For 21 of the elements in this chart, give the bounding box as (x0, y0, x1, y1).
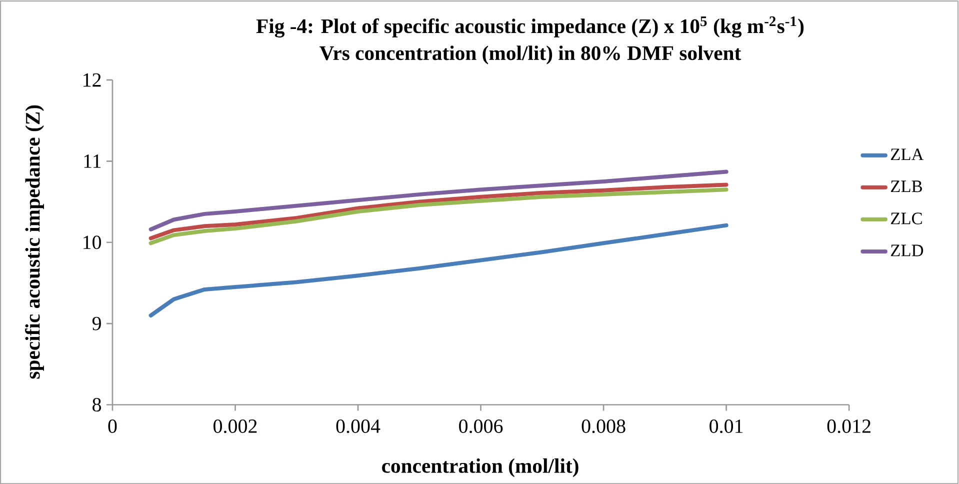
legend-label: ZLD (890, 244, 924, 256)
y-tick-label: 11 (84, 154, 101, 168)
x-tick-label: 0 (108, 419, 117, 433)
line-series (148, 223, 728, 318)
legend-label: ZLC (890, 212, 922, 224)
y-tick-label: 10 (84, 235, 102, 249)
chart-title: Fig -4: Plot of specific acoustic impedance (Z) x 10$^{5}$ (kg m$^{-2}$s$^{-1}$) (256, 16, 804, 38)
x-tick-label: 0.012 (827, 419, 870, 433)
legend-label: ZLA (890, 148, 924, 160)
x-axis-title: concentration (mol/lit) (382, 458, 578, 477)
y-tick-label: 12 (84, 73, 101, 86)
y-tick-label: 8 (92, 398, 102, 412)
x-tick-label: 0.002 (214, 419, 257, 433)
chart-subtitle: Vrs concentration (mol/lit) in 80% DMF solvent (320, 45, 742, 64)
x-tick-label: 0.006 (459, 419, 503, 433)
y-axis-title: specific acoustic impedance (Z) (25, 105, 44, 378)
x-tick-label: 0.004 (336, 419, 380, 433)
y-tick-label: 9 (92, 316, 101, 330)
x-tick-label: 0.01 (710, 419, 743, 433)
x-tick-label: 0.008 (582, 419, 626, 433)
legend-label: ZLB (890, 180, 922, 192)
